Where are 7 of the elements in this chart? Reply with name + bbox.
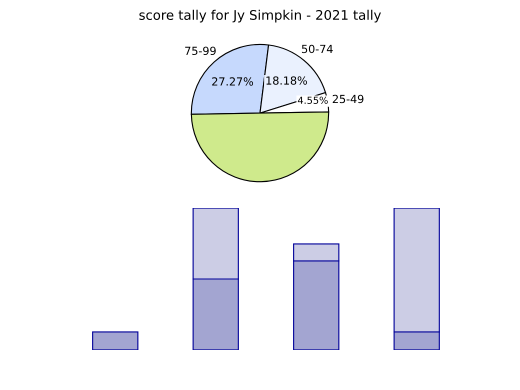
data-label: 18.18% bbox=[266, 76, 307, 85]
chart-title: score tally for Jy Simpkin - 2021 tally bbox=[139, 10, 381, 23]
data-label: 4.55% bbox=[298, 96, 328, 104]
data-label: 27.27% bbox=[212, 77, 254, 86]
slice-label: 75-99 bbox=[185, 46, 216, 56]
slice-label: 25-49 bbox=[332, 94, 364, 104]
slice-label: 50-74 bbox=[302, 44, 333, 54]
